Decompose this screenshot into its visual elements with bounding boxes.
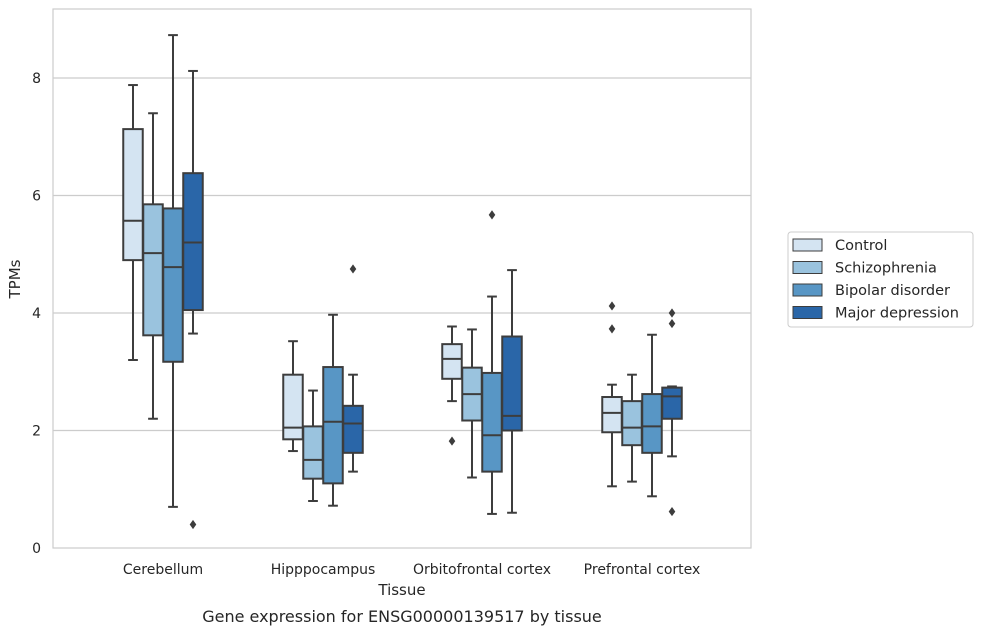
outlier-point bbox=[448, 436, 456, 446]
legend-swatch bbox=[792, 261, 823, 274]
box-bipolar-disorder bbox=[162, 34, 184, 508]
legend-label: Major depression bbox=[835, 306, 959, 322]
outlier-point bbox=[668, 308, 676, 318]
box-major-depression bbox=[501, 269, 523, 514]
box-schizophrenia bbox=[302, 389, 324, 502]
box-iqr bbox=[142, 203, 164, 337]
y-axis-label: TPMs bbox=[6, 259, 24, 299]
box-iqr bbox=[481, 371, 503, 473]
legend-swatch bbox=[792, 283, 823, 297]
box-schizophrenia bbox=[142, 112, 164, 420]
legend-label: Bipolar disorder bbox=[835, 283, 950, 299]
box-major-depression bbox=[182, 69, 204, 530]
box-bipolar-disorder bbox=[481, 210, 503, 515]
box-iqr bbox=[441, 343, 463, 380]
box-control bbox=[601, 301, 623, 488]
outlier-point bbox=[349, 264, 357, 274]
x-tick-label: Hipppocampus bbox=[271, 562, 376, 578]
y-tick-label: 2 bbox=[32, 424, 41, 440]
y-tick-label: 8 bbox=[32, 71, 41, 87]
y-axis-ticks: 0 2 4 6 8 bbox=[32, 71, 41, 557]
outlier-point bbox=[668, 318, 676, 329]
outlier-point bbox=[488, 210, 496, 220]
x-tick-label: Cerebellum bbox=[123, 562, 203, 578]
box-iqr bbox=[601, 396, 623, 434]
legend-swatch bbox=[792, 306, 823, 319]
box-iqr bbox=[162, 207, 184, 363]
box-control bbox=[441, 325, 463, 446]
box-schizophrenia bbox=[461, 328, 483, 479]
legend-label: Schizophrenia bbox=[835, 261, 937, 277]
box-control bbox=[122, 84, 144, 361]
plot-area-frame bbox=[52, 8, 752, 549]
box-major-depression bbox=[342, 264, 364, 473]
box-iqr bbox=[282, 373, 304, 441]
x-tick-label: Prefrontal cortex bbox=[584, 562, 701, 578]
legend: Control Schizophrenia Bipolar disorder Majo… bbox=[787, 231, 974, 328]
x-axis-label: Tissue bbox=[377, 581, 425, 599]
box-schizophrenia bbox=[621, 373, 643, 483]
outlier-point bbox=[668, 506, 676, 517]
box-iqr bbox=[302, 425, 324, 480]
outlier-point bbox=[189, 519, 197, 530]
box-iqr bbox=[322, 366, 344, 485]
box-iqr bbox=[661, 386, 683, 420]
box-iqr bbox=[122, 128, 144, 262]
box-bipolar-disorder bbox=[641, 333, 663, 498]
y-tick-label: 0 bbox=[32, 541, 41, 557]
legend-swatch bbox=[792, 238, 823, 252]
box-control bbox=[282, 340, 304, 453]
legend-frame bbox=[787, 231, 974, 328]
legend-label: Control bbox=[835, 238, 887, 254]
outlier-point bbox=[608, 324, 616, 334]
y-tick-label: 4 bbox=[32, 306, 41, 322]
x-tick-label: Orbitofrontal cortex bbox=[413, 562, 551, 578]
box-iqr bbox=[621, 400, 643, 447]
box-iqr bbox=[641, 393, 663, 454]
box-plot-marks bbox=[122, 34, 683, 530]
x-axis-ticks: Cerebellum Hipppocampus Orbitofrontal cort… bbox=[123, 562, 700, 578]
outlier-point bbox=[608, 301, 616, 311]
box-iqr bbox=[501, 335, 523, 432]
box-iqr bbox=[342, 404, 364, 454]
box-bipolar-disorder bbox=[322, 313, 344, 507]
box-major-depression bbox=[661, 308, 683, 517]
y-tick-label: 6 bbox=[32, 189, 41, 205]
chart-caption: Gene expression for ENSG00000139517 by t… bbox=[202, 607, 602, 626]
